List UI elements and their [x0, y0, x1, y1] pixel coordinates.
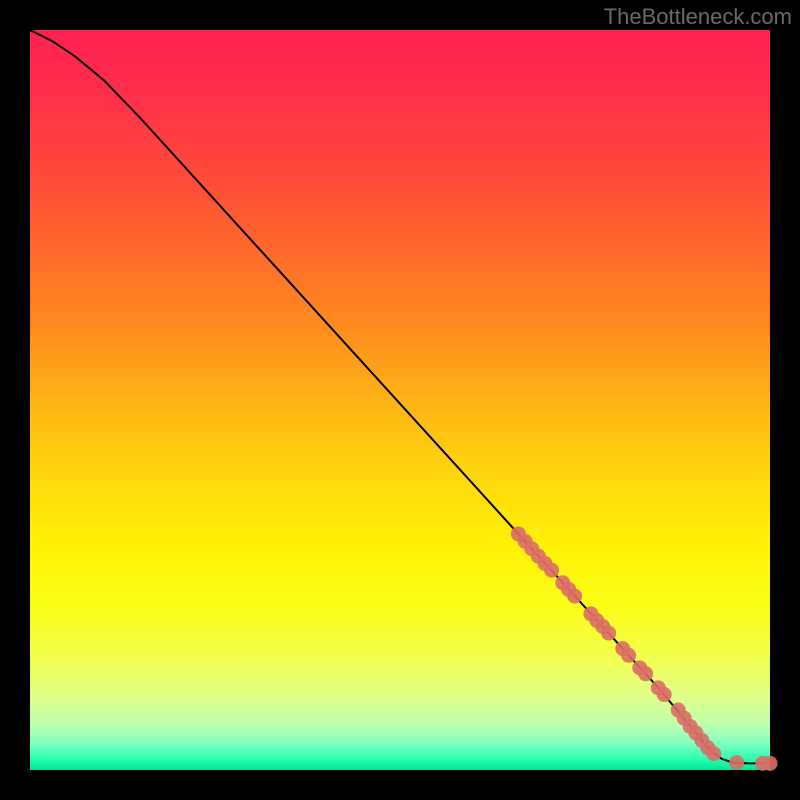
scatter-point — [621, 648, 636, 663]
scatter-point — [729, 755, 744, 770]
scatter-point — [706, 746, 721, 761]
scatter-point — [601, 626, 616, 641]
scatter-point — [763, 756, 778, 771]
scatter-point — [638, 666, 653, 681]
watermark-text: TheBottleneck.com — [604, 4, 792, 30]
chart-frame: { "watermark": { "text": "TheBottleneck.… — [0, 0, 800, 800]
scatter-point — [567, 589, 582, 604]
scatter-point — [544, 563, 559, 578]
chart-svg — [0, 0, 800, 800]
plot-background — [30, 30, 770, 770]
scatter-point — [657, 687, 672, 702]
